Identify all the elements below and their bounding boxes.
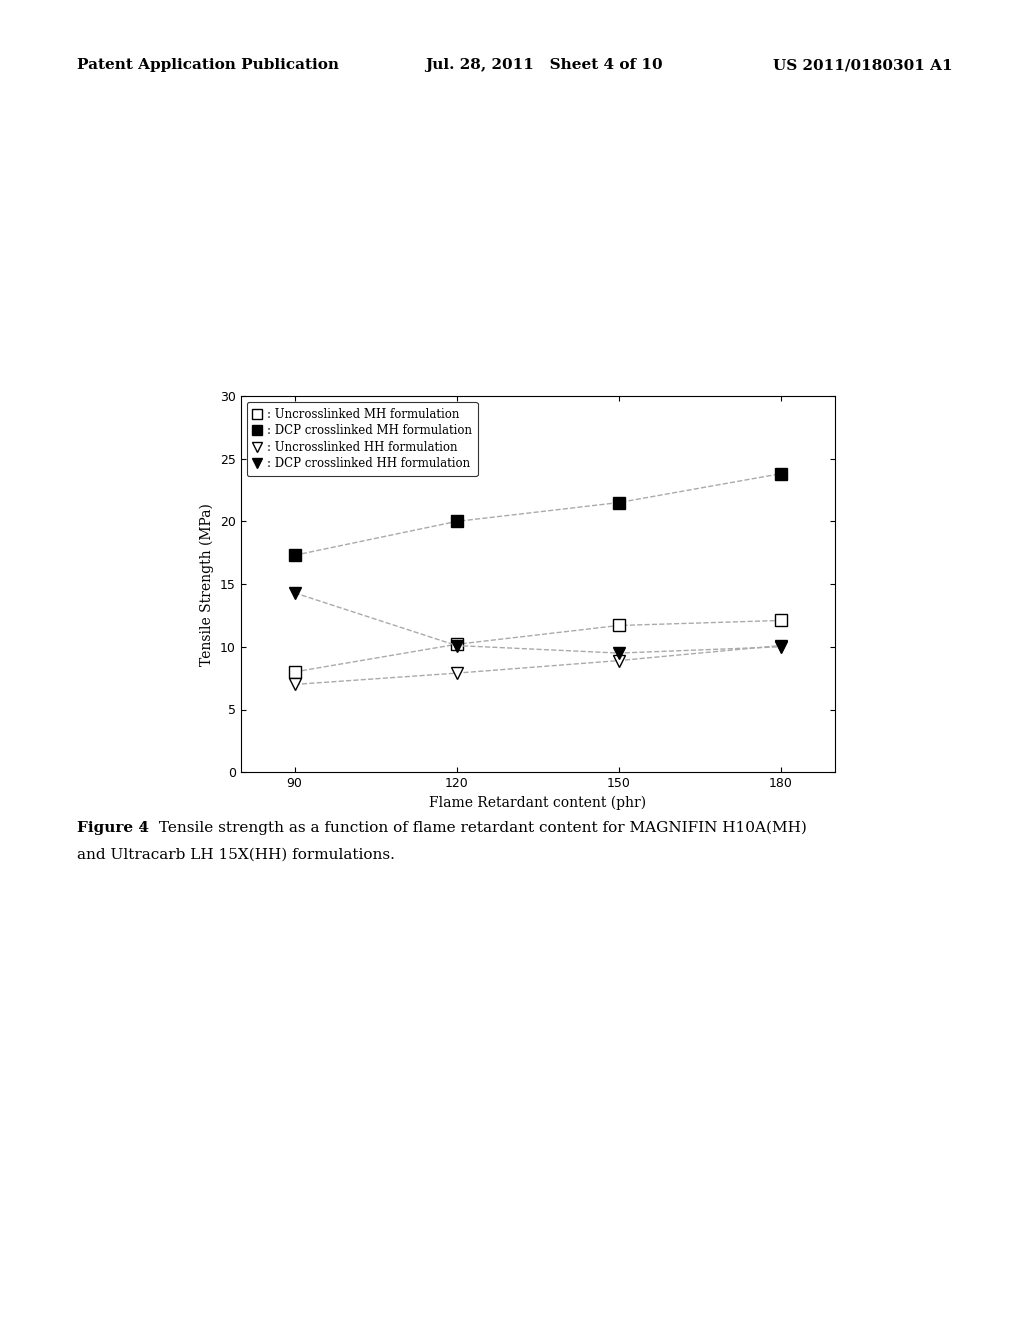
Text: :   Tensile strength as a function of flame retardant content for MAGNIFIN H10A(: : Tensile strength as a function of flam… <box>139 821 807 836</box>
Text: Jul. 28, 2011   Sheet 4 of 10: Jul. 28, 2011 Sheet 4 of 10 <box>425 58 663 73</box>
Text: Figure 4: Figure 4 <box>77 821 148 836</box>
Y-axis label: Tensile Strength (MPa): Tensile Strength (MPa) <box>200 503 214 665</box>
Text: and Ultracarb LH 15X(HH) formulations.: and Ultracarb LH 15X(HH) formulations. <box>77 847 394 862</box>
Legend: : Uncrosslinked MH formulation, : DCP crosslinked MH formulation, : Uncrosslinke: : Uncrosslinked MH formulation, : DCP cr… <box>247 401 477 477</box>
X-axis label: Flame Retardant content (phr): Flame Retardant content (phr) <box>429 796 646 810</box>
Text: Patent Application Publication: Patent Application Publication <box>77 58 339 73</box>
Text: US 2011/0180301 A1: US 2011/0180301 A1 <box>773 58 952 73</box>
